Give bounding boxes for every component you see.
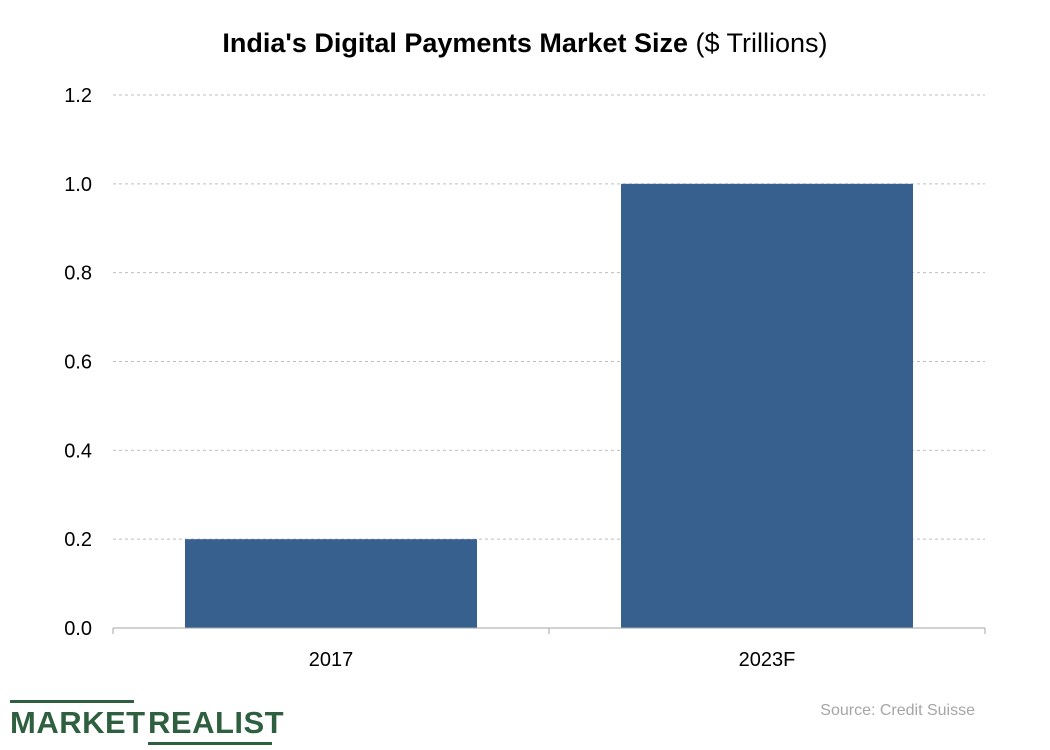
bars [185,183,913,629]
axes [112,627,986,634]
logo-rule-bottom [148,742,272,745]
logo-rule-top [10,700,134,703]
y-tick-label: 0.0 [64,618,92,640]
source-note: Source: Credit Suisse [820,702,975,719]
logo-word-market: MARKET [10,705,146,740]
x-tick-label: 2023F [739,649,796,671]
y-tick-label: 0.8 [64,263,92,285]
market-realist-logo: MARKET REALIST [10,700,284,748]
y-tick-label: 0.4 [64,440,92,462]
chart-title-main: India's Digital Payments Market Size [222,28,689,58]
logo-word-realist: REALIST [148,705,285,740]
bar [621,183,913,629]
tick-labels: 0.0 0.2 0.4 0.6 0.8 1.0 1.2 2017 2023F [64,85,795,671]
bar [185,539,477,628]
y-tick-label: 0.2 [64,529,92,551]
chart-title: India's Digital Payments Market Size ($ … [0,28,1050,59]
y-tick-label: 1.0 [64,174,92,196]
chart-title-unit: ($ Trillions) [695,28,828,58]
x-tick-label: 2017 [309,649,354,671]
y-tick-label: 1.2 [64,85,92,107]
y-tick-label: 0.6 [64,352,92,374]
